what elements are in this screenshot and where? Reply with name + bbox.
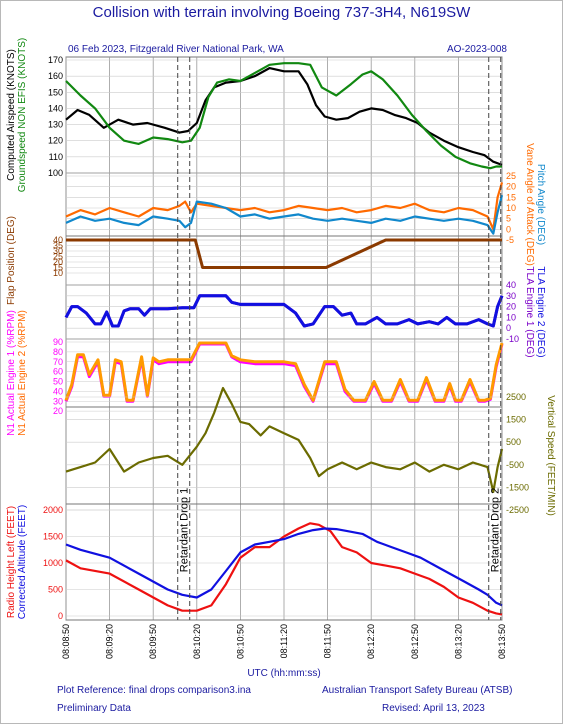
report-reference: AO-2023-008 [446,44,507,55]
series-line-vertical-speed [65,386,504,493]
series-line-pitch-angle [65,194,504,235]
y-axis-label: TLA Engine 1 (DEG) [524,266,535,357]
y-axis-label: Computed Airspeed (KNOTS) [6,49,17,181]
y-tick-label: 100 [48,168,63,178]
y-tick-label: 10 [506,203,516,213]
y-tick-label: 160 [48,71,63,81]
y-axis-label: Pitch Angle (DEG) [535,164,546,245]
y-tick-label: 500 [48,585,63,595]
y-tick-label: 40 [506,280,516,290]
y-axis-label: Vertical Speed (FEET/MIN) [545,395,556,516]
retardant-drop-label: Retardant Drop 2 [490,488,502,572]
y-tick-label: 30 [53,396,63,406]
y-tick-label: 1000 [43,558,63,568]
y-tick-label: 5 [506,214,511,224]
y-tick-label: 15 [53,263,63,273]
agency-name: Australian Transport Safety Bureau (ATSB… [322,685,513,696]
y-axis-label: TLA Engine 2 (DEG) [535,266,546,357]
y-tick-label: 1500 [506,415,526,425]
y-tick-label: 60 [53,367,63,377]
x-tick-label: 08:11:50 [323,624,333,658]
y-tick-label: 2000 [43,505,63,515]
y-axis-label: Vane Angle of Attack (DEG) [524,143,535,266]
y-tick-label: 40 [53,235,63,245]
y-tick-label: 10 [53,268,63,278]
series-line-radio-height-left [65,522,503,616]
y-axis-label: Groundspeed NON EFIS (KNOTS) [17,38,28,193]
x-tick-label: 08:08:50 [61,624,71,659]
y-tick-label: 25 [53,252,63,262]
preliminary-note: Preliminary Data [57,703,131,714]
series-line-flap-position [66,238,502,269]
series-line-corrected-altitude [65,527,503,607]
y-tick-label: 20 [53,257,63,267]
y-tick-label: 0 [506,224,511,234]
y-axis-label: Radio Height Left (FEET) [6,506,17,618]
y-tick-label: -1500 [506,482,529,492]
y-tick-label: 35 [53,241,63,251]
y-tick-label: 50 [53,377,63,387]
series-line-n1-actual-engine-2 [64,341,504,402]
series-line-vane-angle-of-attack [65,182,504,231]
y-tick-label: 140 [48,103,63,113]
series-line-tla-engine-2 [64,294,504,328]
x-tick-label: 08:09:20 [105,624,115,659]
y-axis-label: Flap Position (DEG) [6,216,17,305]
y-axis-label: N1 Actual Engine 1 (%RPM) [6,310,17,436]
y-tick-label: -500 [506,460,524,470]
y-tick-label: 1500 [43,532,63,542]
y-tick-label: 80 [53,347,63,357]
y-tick-label: 20 [506,182,516,192]
y-tick-label: -5 [506,235,514,245]
y-tick-label: 2500 [506,392,526,402]
y-tick-label: 130 [48,120,63,130]
chart-title: Collision with terrain involving Boeing … [92,4,471,21]
y-tick-label: 20 [506,302,516,312]
plot-reference: Plot Reference: final drops comparison3.… [57,685,251,696]
y-tick-label: -10 [506,334,519,344]
y-tick-label: 120 [48,136,63,146]
y-tick-label: 20 [53,406,63,416]
y-tick-label: 30 [506,291,516,301]
y-tick-label: 170 [48,55,63,65]
y-tick-label: 110 [49,152,63,162]
y-tick-label: 0 [58,611,63,621]
y-tick-label: -2500 [506,505,529,515]
y-tick-label: 15 [506,192,516,202]
x-tick-label: 08:11:20 [279,624,289,658]
revision-date: Revised: April 13, 2023 [382,703,485,714]
y-tick-label: 70 [53,357,63,367]
y-tick-label: 40 [53,386,63,396]
x-tick-label: 08:12:50 [410,624,420,659]
x-tick-label: 08:13:20 [453,624,463,659]
series-line-groundspeed-non-efis [65,62,502,170]
y-tick-label: 500 [506,437,521,447]
y-axis-label: N1 Actual Engine 2 (%RPM) [17,310,28,436]
y-tick-label: 150 [48,87,63,97]
chart-subtitle: 06 Feb 2023, Fitzgerald River National P… [68,44,284,55]
y-tick-label: 10 [506,312,516,322]
y-axis-label: Corrected Altitude (FEET) [17,505,28,619]
x-tick-label: 08:10:20 [192,624,202,659]
x-tick-label: 08:12:20 [366,624,376,659]
y-tick-label: 25 [506,171,516,181]
y-tick-label: 30 [53,246,63,256]
x-tick-label: 08:10:50 [235,624,245,659]
x-tick-label: 08:09:50 [148,624,158,659]
x-axis-label: UTC (hh:mm:ss) [247,668,320,679]
y-tick-label: 90 [53,337,63,347]
retardant-drop-label: Retardant Drop 1 [179,488,191,572]
x-tick-label: 08:13:50 [497,624,507,659]
y-tick-label: 0 [506,323,511,333]
